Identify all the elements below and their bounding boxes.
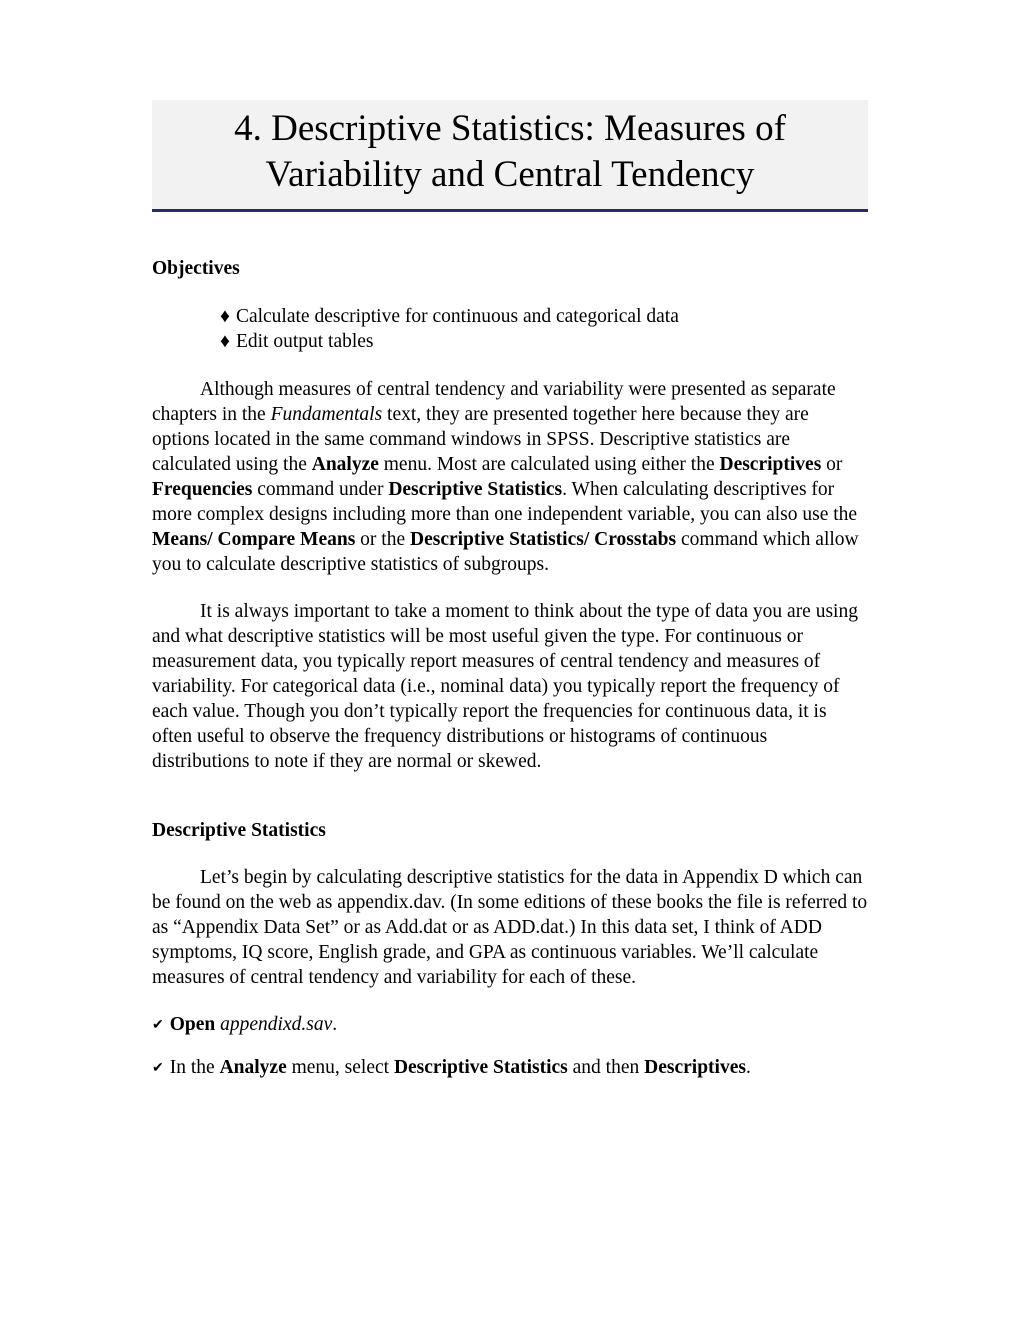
chapter-title: 4. Descriptive Statistics: Measures of V…	[152, 106, 868, 199]
text-run: command under	[252, 479, 388, 500]
text-run-bold: Descriptive Statistics/ Crosstabs	[410, 529, 676, 550]
title-line-1: 4. Descriptive Statistics: Measures of	[234, 108, 786, 149]
spacer	[152, 796, 868, 820]
text-run-bold: Frequencies	[152, 479, 252, 500]
objectives-item: Calculate descriptive for continuous and…	[220, 304, 868, 329]
text-run: .	[746, 1057, 751, 1078]
text-run-bold: Analyze	[220, 1057, 287, 1078]
check-icon	[152, 1057, 170, 1078]
objectives-heading: Objectives	[152, 258, 868, 280]
text-run-bold: Means/ Compare Means	[152, 529, 355, 550]
step-open-file: Open appendixd.sav.	[152, 1013, 868, 1038]
text-run: menu. Most are calculated using either t…	[379, 454, 720, 475]
document-page: 4. Descriptive Statistics: Measures of V…	[0, 0, 1020, 1081]
text-run: In the	[170, 1057, 220, 1078]
text-run: .	[332, 1014, 337, 1035]
text-run-bold: Open	[170, 1014, 220, 1035]
text-run: menu, select	[287, 1057, 394, 1078]
objectives-item: Edit output tables	[220, 329, 868, 354]
text-run-bold: Descriptives	[644, 1057, 746, 1078]
descstats-paragraph: Let’s begin by calculating descriptive s…	[152, 866, 868, 991]
text-run-bold: Descriptive Statistics	[394, 1057, 568, 1078]
text-run-bold: Descriptive Statistics	[388, 479, 562, 500]
step-analyze-menu: In the Analyze menu, select Descriptive …	[152, 1056, 868, 1081]
objectives-list: Calculate descriptive for continuous and…	[220, 304, 868, 355]
text-run-bold: Descriptives	[719, 454, 821, 475]
chapter-title-box: 4. Descriptive Statistics: Measures of V…	[152, 100, 868, 212]
check-icon	[152, 1014, 170, 1035]
intro-paragraph-1: Although measures of central tendency an…	[152, 378, 868, 578]
title-line-2: Variability and Central Tendency	[266, 154, 755, 195]
text-run-italic: Fundamentals	[271, 404, 383, 425]
descriptive-statistics-heading: Descriptive Statistics	[152, 820, 868, 842]
text-run: or	[821, 454, 842, 475]
text-run: or the	[355, 529, 410, 550]
text-run: and then	[568, 1057, 644, 1078]
intro-paragraph-2: It is always important to take a moment …	[152, 600, 868, 775]
text-run-italic: appendixd.sav	[220, 1014, 332, 1035]
text-run-bold: Analyze	[312, 454, 379, 475]
